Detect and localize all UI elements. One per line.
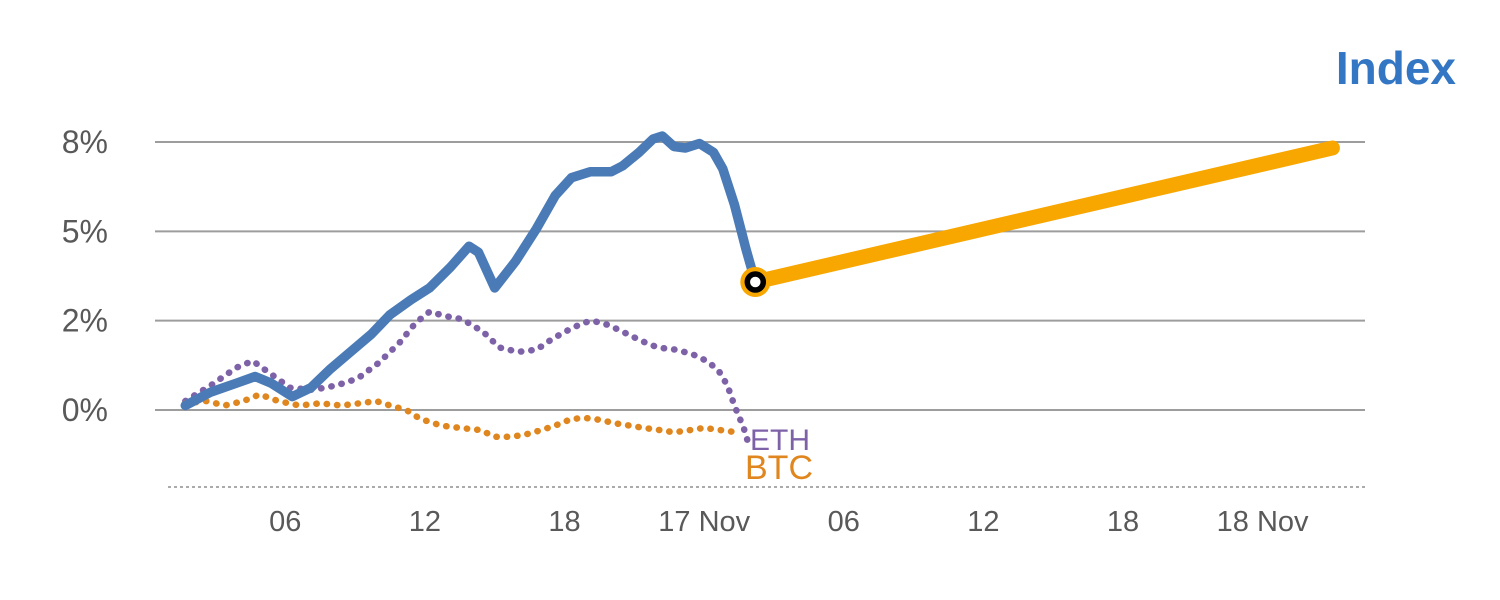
x-tick-label: 18 [1107,506,1139,538]
series-index-line [180,131,761,411]
series-index-forecast-line [747,140,1340,290]
series-layer [180,131,1340,447]
chart-title: Index [1336,42,1457,94]
eth-series-label: ETH [750,424,810,457]
series-eth-line [182,308,752,447]
x-tick-label: 06 [828,506,860,538]
x-tick-label: 12 [967,506,999,538]
series-btc-line [182,391,740,441]
forecast-start-marker [744,271,767,293]
y-tick-label: 5% [62,213,108,249]
x-tick-label: 18 Nov [1217,506,1309,538]
x-tick-label: 12 [409,506,441,538]
btc-series-label: BTC [745,449,813,487]
y-tick-label: 8% [62,124,108,160]
y-tick-label: 0% [62,392,108,428]
x-tick-label: 06 [269,506,301,538]
y-tick-label: 2% [62,303,108,339]
grid-layer: 0% 2% 5% 8% 06 12 18 17 Nov 06 12 18 18 Nov [62,124,1365,538]
x-tick-label: 17 Nov [658,506,750,538]
x-tick-label: 18 [548,506,580,538]
